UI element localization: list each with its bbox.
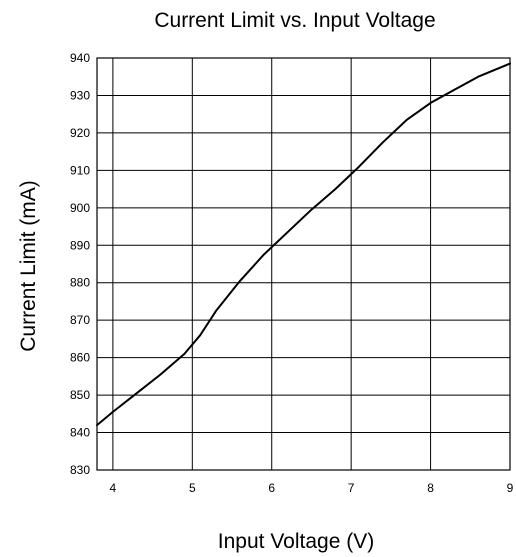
y-tick-label: 940: [70, 51, 90, 65]
y-tick-label: 930: [70, 88, 90, 102]
series-line: [96, 62, 511, 427]
y-tick-label: 910: [70, 163, 90, 177]
x-tick-label: 7: [348, 481, 355, 495]
x-tick-label: 5: [189, 481, 196, 495]
x-tick-label: 6: [268, 481, 275, 495]
y-axis-label: Current Limit (mA): [17, 180, 40, 352]
y-tick-labels: 830 840 850 860 870 880 890 900 910 920 930 940: [70, 51, 90, 477]
x-axis-label: Input Voltage (V): [218, 530, 374, 553]
y-tick-label: 880: [70, 276, 90, 290]
y-tick-label: 920: [70, 126, 90, 140]
x-tick-label: 9: [507, 481, 514, 495]
x-tick-label: 4: [110, 481, 117, 495]
y-tick-label: 890: [70, 238, 90, 252]
chart-title: Current Limit vs. Input Voltage: [154, 9, 435, 32]
y-tick-label: 830: [70, 463, 90, 477]
y-tick-label: 840: [70, 426, 90, 440]
y-tick-label: 850: [70, 388, 90, 402]
y-tick-label: 860: [70, 351, 90, 365]
grid: [97, 57, 511, 471]
x-tick-labels: 4 5 6 7 8 9: [110, 481, 514, 495]
y-tick-label: 870: [70, 313, 90, 327]
plot-frame: [96, 57, 511, 471]
x-tick-label: 8: [427, 481, 434, 495]
series-layer: [96, 62, 511, 427]
y-tick-label: 900: [70, 201, 90, 215]
